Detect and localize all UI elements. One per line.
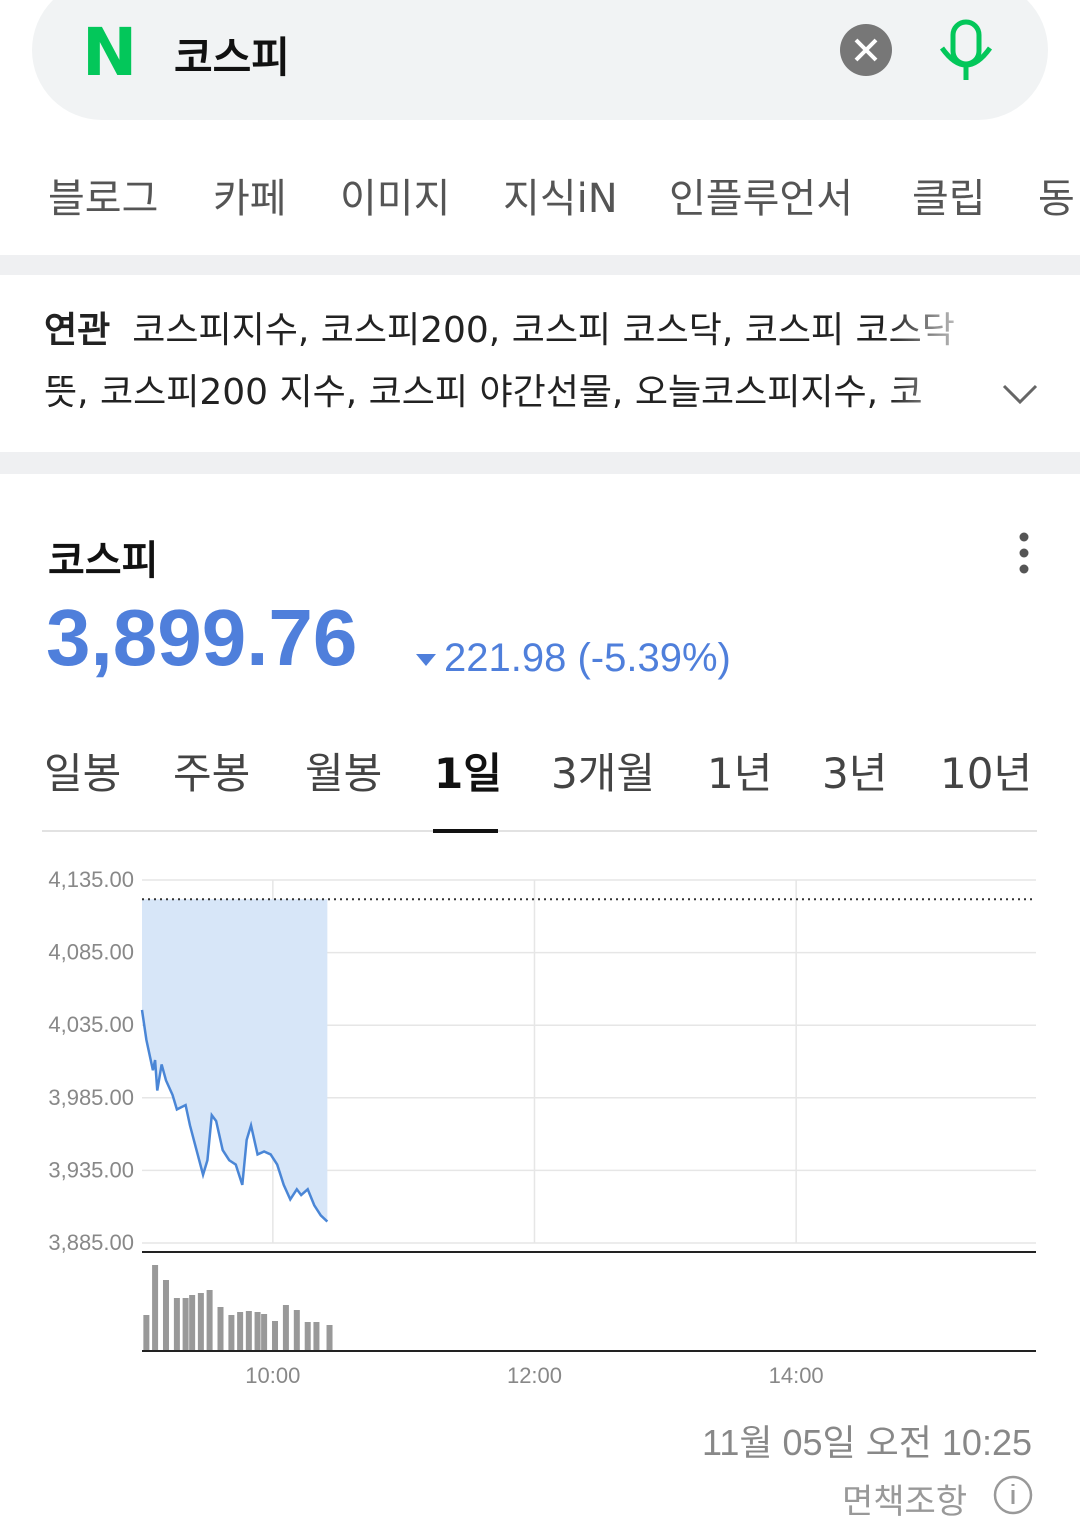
volume-bar xyxy=(282,1305,289,1350)
separator xyxy=(0,452,1080,474)
more-menu[interactable] xyxy=(1019,532,1029,574)
active-underline xyxy=(433,829,498,833)
volume-bar xyxy=(189,1295,196,1350)
period-tab[interactable]: 3년 xyxy=(822,749,888,798)
tab[interactable]: 블로그 xyxy=(48,176,159,222)
info-icon[interactable] xyxy=(993,1475,1033,1515)
y-tick-label: 4,035.00 xyxy=(48,1012,134,1037)
tab[interactable]: 인플루언서 xyxy=(669,176,853,222)
volume-bar xyxy=(254,1312,261,1350)
x-tick-label: 12:00 xyxy=(507,1363,562,1388)
volume-bar xyxy=(261,1314,268,1350)
separator xyxy=(0,255,1080,275)
tab[interactable]: 지식iN xyxy=(503,176,618,222)
y-tick-label: 4,135.00 xyxy=(48,867,134,892)
volume-bar xyxy=(162,1280,169,1350)
down-arrow xyxy=(416,654,436,666)
stock-change: 221.98 (-5.39%) xyxy=(444,636,731,681)
logo[interactable]: N xyxy=(82,14,138,91)
volume-bar xyxy=(197,1293,204,1350)
period-tab[interactable]: 주봉 xyxy=(173,749,251,798)
expand-chevron[interactable] xyxy=(1002,384,1038,405)
stock-price: 3,899.76 xyxy=(46,593,358,682)
mic-button[interactable] xyxy=(939,19,993,80)
volume-bar xyxy=(313,1322,320,1350)
volume-bar xyxy=(326,1325,333,1350)
tab[interactable]: 이미지 xyxy=(340,176,451,222)
disclaimer[interactable]: 면책조항 xyxy=(842,1482,968,1522)
change-pct: (-5.39%) xyxy=(577,636,731,680)
volume-bar xyxy=(245,1311,252,1350)
x-tick-label: 14:00 xyxy=(769,1363,824,1388)
tab[interactable]: 카페 xyxy=(213,176,287,222)
y-tick-label: 4,085.00 xyxy=(48,940,134,965)
volume-bar xyxy=(272,1321,279,1350)
volume-bar xyxy=(206,1290,213,1350)
related-label: 연관 xyxy=(44,310,111,351)
period-tab[interactable]: 1일 xyxy=(434,749,502,798)
x-tick-label: 10:00 xyxy=(245,1363,300,1388)
y-tick-label: 3,885.00 xyxy=(48,1230,134,1255)
change-value: 221.98 xyxy=(444,636,567,680)
volume-bar xyxy=(304,1322,311,1350)
search-query[interactable]: 코스피 xyxy=(174,33,290,82)
volume-bar xyxy=(182,1298,189,1350)
volume-bar xyxy=(228,1315,235,1350)
tab[interactable]: 동 xyxy=(1038,176,1075,222)
period-tab[interactable]: 일봉 xyxy=(44,749,122,798)
volume-bar xyxy=(152,1265,159,1350)
stock-name: 코스피 xyxy=(48,538,159,584)
period-tab[interactable]: 월봉 xyxy=(305,749,383,798)
period-tab[interactable]: 3개월 xyxy=(551,749,656,798)
price-line xyxy=(140,1009,329,1223)
volume-bar xyxy=(237,1312,244,1350)
volume-bar xyxy=(173,1298,180,1350)
timestamp: 11월 05일 오전 10:25 xyxy=(702,1422,1032,1463)
volume-bar xyxy=(293,1310,300,1350)
related-searches: 연관 코스피지수, 코스피200, 코스피 코스닥, 코스피 코스닥 뜻, 코스피… xyxy=(44,300,1004,424)
tab-bar: 블로그 카페 이미지 지식iN 인플루언서 클립 동 xyxy=(0,160,1080,230)
volume-bar xyxy=(143,1315,150,1350)
volume-bar xyxy=(217,1307,224,1350)
y-tick-label: 3,935.00 xyxy=(48,1157,134,1182)
period-tab[interactable]: 10년 xyxy=(940,749,1033,798)
clear-button[interactable] xyxy=(840,24,892,76)
tab[interactable]: 클립 xyxy=(912,176,986,222)
period-tab[interactable]: 1년 xyxy=(707,749,773,798)
y-tick-label: 3,985.00 xyxy=(48,1085,134,1110)
related-text[interactable]: 코스피지수, 코스피200, 코스피 코스닥, 코스피 코스닥 뜻, 코스피20… xyxy=(44,310,955,413)
period-tabs: 일봉 주봉 월봉 1일 3개월 1년 3년 10년 xyxy=(0,740,1080,800)
area-fill xyxy=(142,899,328,1222)
